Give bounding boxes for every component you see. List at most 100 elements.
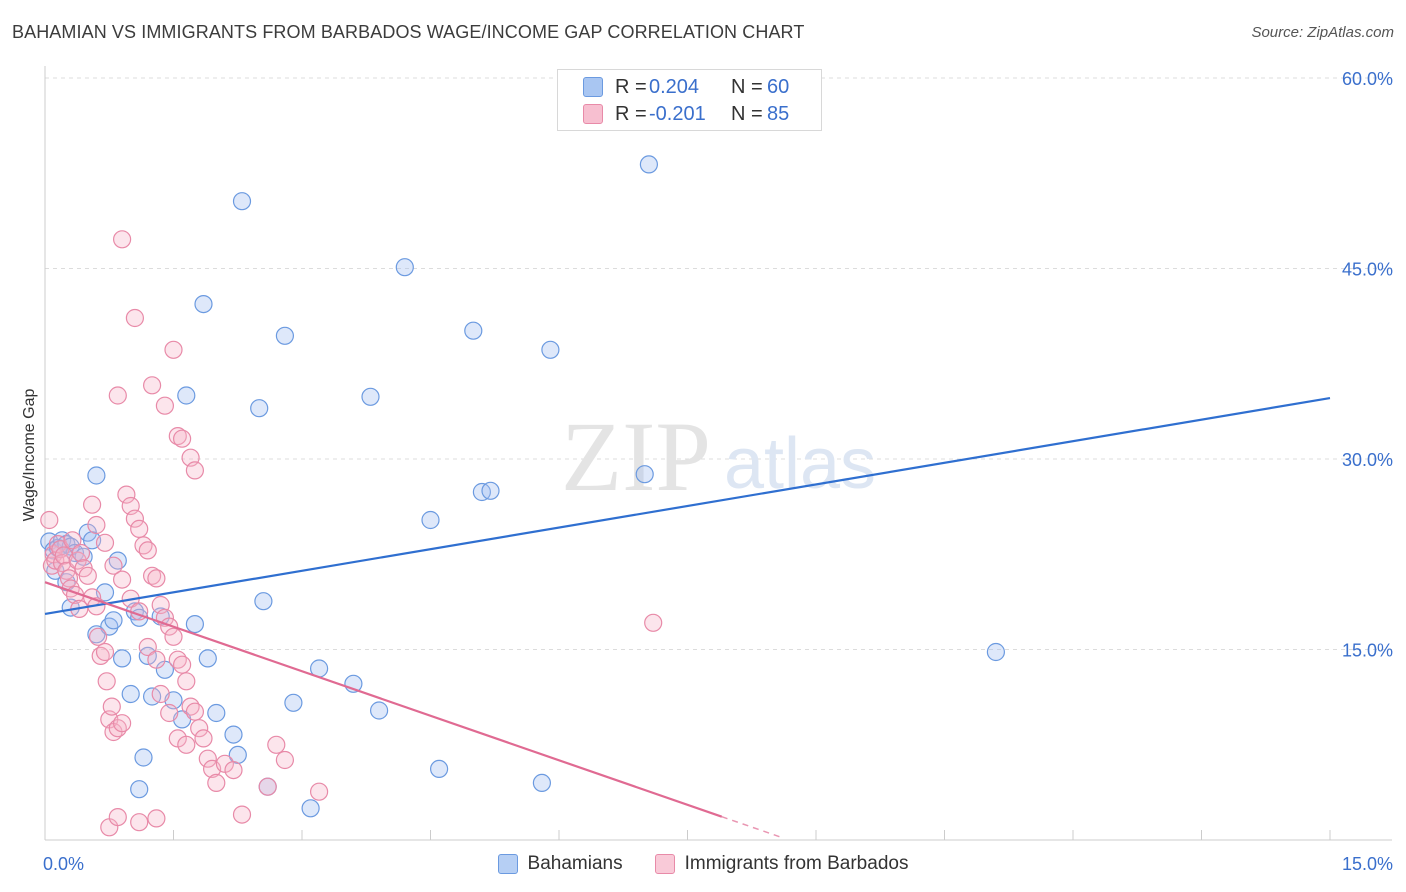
legend-item-bahamians[interactable]: Bahamians (497, 853, 623, 875)
barbados-point (194, 729, 213, 748)
bahamian-point (395, 258, 414, 277)
barbados-point (63, 531, 82, 550)
barbados-point (644, 613, 663, 632)
bahamian-point (284, 693, 303, 712)
barbados-point (125, 308, 144, 328)
barbados-point (232, 805, 252, 824)
barbados-point (130, 813, 149, 832)
barbados-point (160, 703, 179, 723)
bahamian-point (541, 340, 560, 359)
series-legend: Bahamians Immigrants from Barbados (0, 851, 1406, 877)
trend-line-barbados-extension (721, 815, 782, 839)
trend-line-bahamians (44, 396, 1331, 616)
barbados-point (177, 672, 196, 691)
bahamian-point (421, 510, 440, 530)
barbados-point (164, 340, 183, 359)
data-points (40, 155, 1006, 837)
watermark-zip: ZIP (561, 401, 711, 512)
barbados-point (198, 749, 217, 768)
trend-lines (44, 396, 1331, 839)
y-tick-label: 15.0% (1342, 641, 1393, 661)
bahamian-point (275, 326, 294, 345)
barbados-point (185, 702, 204, 721)
barbados-point (78, 566, 97, 585)
barbados-point (108, 807, 127, 827)
bahamian-point (87, 466, 106, 485)
barbados-point (224, 760, 243, 780)
barbados-point (71, 543, 91, 563)
legend-r-label: R = (615, 102, 647, 125)
watermark: ZIP atlas (561, 401, 876, 512)
barbados-point (82, 495, 102, 514)
y-tick-label: 60.0% (1342, 69, 1393, 89)
barbados-point (108, 386, 127, 405)
bahamian-point (198, 649, 217, 668)
legend-n-label: N = (731, 75, 763, 98)
barbados-point (310, 782, 329, 801)
bahamian-point (986, 642, 1006, 662)
barbados-point (87, 515, 106, 535)
bahamian-point (639, 155, 659, 174)
barbados-point (151, 684, 170, 704)
y-tick-label: 30.0% (1342, 450, 1393, 470)
x-tick-label: 0.0% (43, 854, 84, 874)
barbados-point (117, 485, 136, 504)
barbados-point (190, 719, 209, 738)
bahamian-point (185, 614, 204, 634)
legend-label-bahamians: Bahamians (527, 853, 623, 874)
barbados-point (48, 534, 68, 554)
bahamian-point (134, 748, 153, 767)
barbados-point (173, 655, 192, 674)
legend-swatch-barbados (583, 104, 603, 124)
bahamian-point (177, 386, 196, 405)
trend-line-barbados (44, 581, 723, 818)
barbados-point (258, 777, 277, 796)
barbados-point (95, 642, 115, 662)
chart-title: BAHAMIAN VS IMMIGRANTS FROM BARBADOS WAG… (12, 22, 805, 42)
axes (44, 66, 1392, 841)
legend-r-value: 0.204 (649, 75, 700, 98)
barbados-point (164, 627, 183, 646)
barbados-point (95, 533, 115, 552)
bahamian-point (254, 592, 273, 611)
barbados-point (207, 773, 226, 793)
bahamian-point (232, 192, 252, 211)
bahamian-point (361, 387, 380, 406)
legend-label-barbados: Immigrants from Barbados (684, 853, 909, 874)
legend-item-barbados[interactable]: Immigrants from Barbados (654, 853, 909, 875)
barbados-point (112, 230, 132, 249)
barbados-point (173, 429, 192, 448)
legend-swatch-barbados (654, 854, 675, 874)
legend-n-value: 60 (767, 75, 790, 98)
bahamian-point (121, 684, 140, 704)
barbados-point (40, 510, 59, 530)
legend-row-bahamians: R = 0.204 N = 60 (558, 74, 789, 100)
bahamian-point (130, 780, 149, 799)
barbados-point (147, 650, 166, 669)
barbados-point (147, 569, 166, 588)
barbados-point (147, 809, 166, 828)
barbados-point (138, 637, 157, 657)
barbados-point (177, 735, 196, 754)
barbados-point (97, 672, 116, 691)
source-label: Source: ZipAtlas.com (1251, 24, 1394, 41)
bahamian-point (370, 701, 389, 720)
legend-r-value: -0.201 (649, 102, 706, 125)
bahamian-point (104, 611, 123, 630)
y-axis-label: Wage/Income Gap (21, 388, 38, 522)
bahamian-point (532, 773, 552, 793)
barbados-point (112, 570, 132, 589)
bahamian-point (194, 295, 213, 314)
barbados-point (143, 376, 162, 395)
legend-r-label: R = (615, 75, 647, 98)
barbados-point (125, 509, 144, 528)
barbados-point (112, 714, 132, 733)
barbados-point (130, 519, 149, 539)
bahamian-point (207, 703, 226, 723)
barbados-point (102, 697, 121, 716)
bahamian-point (301, 799, 320, 818)
legend-n-label: N = (731, 102, 763, 125)
barbados-point (88, 627, 108, 646)
legend-row-barbados: R = -0.201 N = 85 (558, 101, 789, 127)
